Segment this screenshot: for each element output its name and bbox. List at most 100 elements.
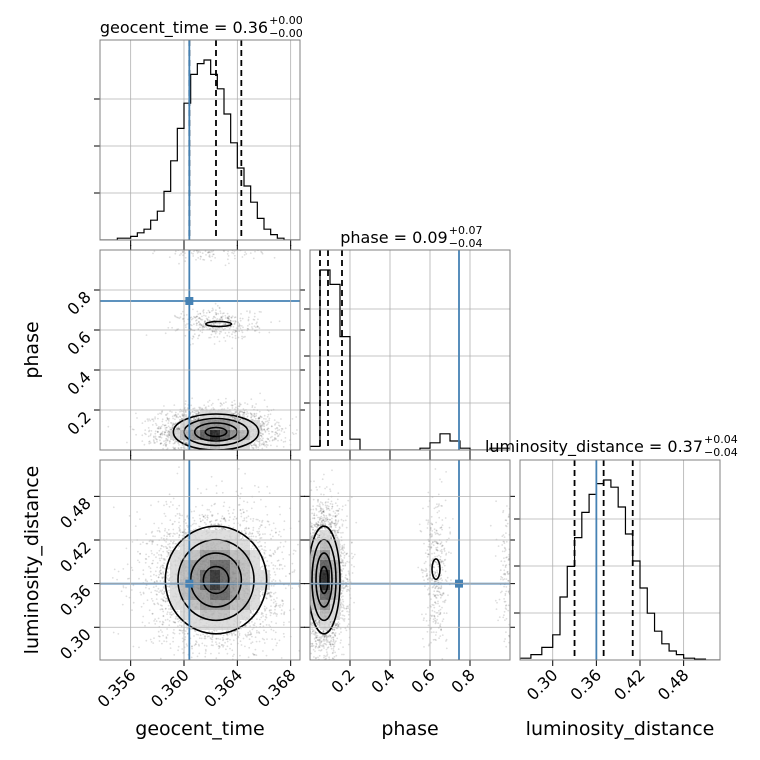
sample-point xyxy=(202,515,205,518)
sample-point xyxy=(251,620,253,623)
sample-point xyxy=(266,415,269,418)
sample-point xyxy=(238,324,241,326)
sample-point xyxy=(202,325,205,328)
sample-point xyxy=(169,410,172,413)
sample-point xyxy=(148,430,150,433)
sample-point xyxy=(213,336,216,338)
sample-point xyxy=(224,340,227,342)
sample-point xyxy=(260,427,263,430)
sample-point xyxy=(208,250,211,253)
sample-point xyxy=(245,532,248,535)
sample-point xyxy=(178,415,181,418)
sample-point xyxy=(166,618,169,621)
sample-point xyxy=(165,429,168,432)
sample-point xyxy=(175,428,178,430)
sample-point xyxy=(235,451,237,453)
sample-point xyxy=(169,450,171,452)
sample-point xyxy=(251,451,253,453)
sample-point xyxy=(208,399,211,402)
sample-point xyxy=(240,512,243,515)
sample-point xyxy=(256,321,258,324)
sample-point xyxy=(233,250,236,253)
sample-point xyxy=(260,424,262,427)
sample-point xyxy=(224,322,227,325)
sample-point xyxy=(217,245,219,247)
sample-point xyxy=(247,412,249,415)
sample-point xyxy=(260,428,263,430)
sample-point xyxy=(173,654,176,656)
sample-point xyxy=(132,428,135,431)
sample-point xyxy=(134,525,137,527)
sample-point xyxy=(174,414,177,416)
sample-point xyxy=(263,399,266,401)
sample-point xyxy=(225,452,227,454)
sample-point xyxy=(168,431,171,434)
sample-point xyxy=(210,475,213,478)
sample-point xyxy=(210,333,213,336)
sample-point xyxy=(212,457,214,459)
sample-point xyxy=(174,446,177,449)
sample-point xyxy=(171,424,174,426)
sample-point xyxy=(251,413,253,416)
sample-point xyxy=(218,340,221,343)
sample-point xyxy=(164,332,167,335)
sample-point xyxy=(245,245,247,247)
sample-point xyxy=(233,418,236,420)
density-cell xyxy=(230,440,240,450)
sample-point xyxy=(174,423,177,426)
sample-point xyxy=(281,604,284,607)
sample-point xyxy=(173,423,175,425)
sample-point xyxy=(212,316,215,318)
sample-point xyxy=(164,439,167,442)
sample-point xyxy=(167,418,170,421)
sample-point xyxy=(215,313,218,316)
sample-point xyxy=(234,337,237,340)
sample-point xyxy=(288,572,291,575)
sample-point xyxy=(186,442,189,445)
sample-point xyxy=(250,413,253,416)
sample-point xyxy=(234,416,237,419)
sample-point xyxy=(225,648,227,651)
sample-point xyxy=(184,447,186,450)
sample-point xyxy=(199,330,202,332)
sample-point xyxy=(221,318,224,321)
sample-point xyxy=(274,433,276,436)
sample-point xyxy=(185,414,188,416)
sample-point xyxy=(164,431,167,434)
sample-point xyxy=(165,437,167,440)
sample-point xyxy=(168,417,171,420)
sample-point xyxy=(278,429,281,431)
sample-point xyxy=(172,631,175,634)
sample-point xyxy=(153,250,156,253)
sample-point xyxy=(238,634,241,636)
sample-point xyxy=(221,456,223,458)
sample-point xyxy=(212,326,214,329)
sample-point xyxy=(238,402,241,405)
sample-point xyxy=(184,439,187,442)
sample-point xyxy=(212,309,215,311)
sample-point xyxy=(195,413,198,416)
sample-point xyxy=(221,527,223,530)
sample-point xyxy=(257,318,259,321)
sample-point xyxy=(198,461,200,463)
sample-point xyxy=(265,443,268,446)
sample-point xyxy=(233,453,235,455)
sample-point xyxy=(161,418,164,421)
sample-point xyxy=(270,425,273,427)
sample-point xyxy=(145,542,148,545)
sample-point xyxy=(156,438,158,441)
sample-point xyxy=(205,312,208,314)
sample-point xyxy=(205,406,207,409)
sample-point xyxy=(159,436,161,439)
sample-point xyxy=(275,602,278,605)
sample-point xyxy=(238,410,241,413)
sample-point xyxy=(227,316,230,319)
sample-point xyxy=(147,427,150,429)
sample-point xyxy=(217,398,220,401)
density-cell xyxy=(210,430,220,440)
sample-point xyxy=(271,435,273,438)
sample-point xyxy=(219,246,221,248)
sample-point xyxy=(221,470,223,472)
sample-point xyxy=(208,454,210,456)
sample-point xyxy=(149,442,152,444)
